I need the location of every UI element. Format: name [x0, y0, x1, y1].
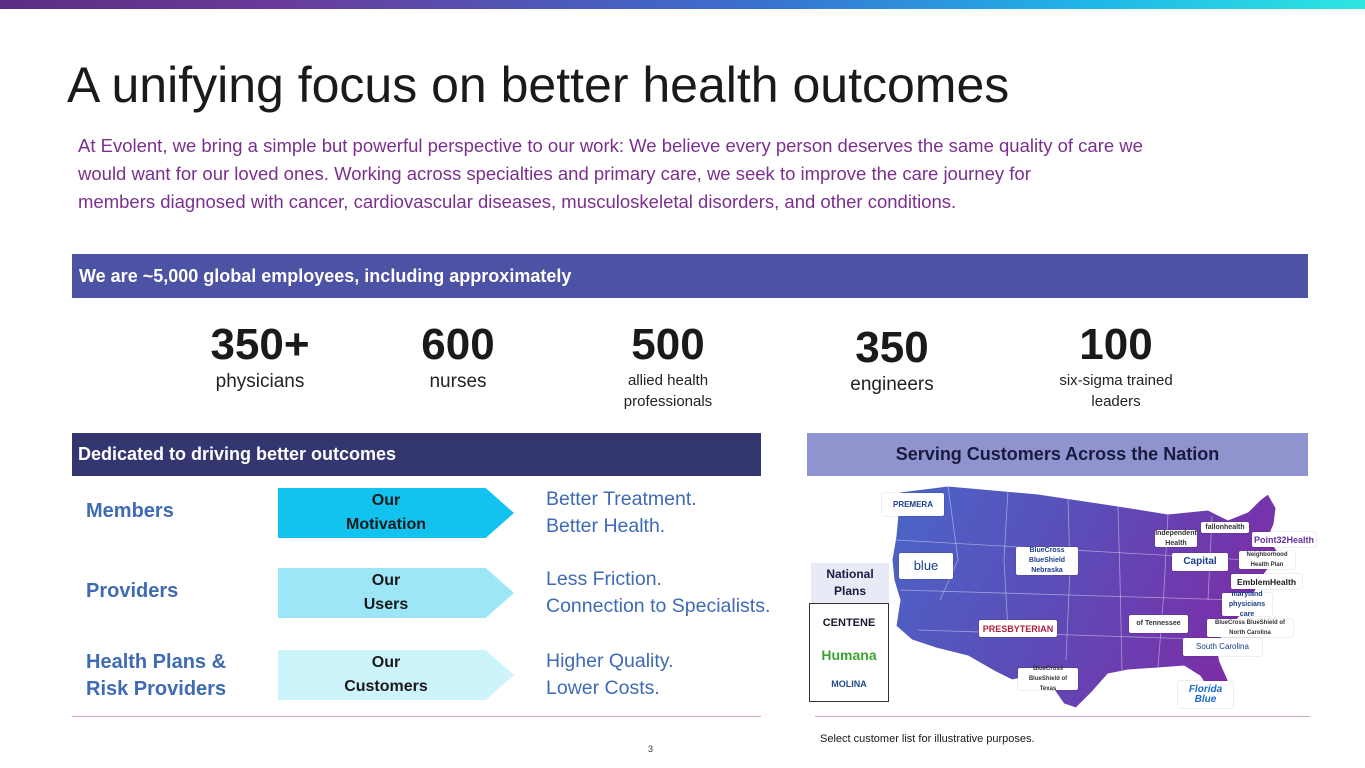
stat-physicians: 350+ physicians [180, 320, 340, 394]
benefit-line: Better Treatment. [546, 488, 697, 510]
national-plans-line: National [826, 567, 874, 581]
row-label-health-plans: Health Plans & Risk Providers [86, 649, 226, 703]
logo-maryland-physicians-care: maryland physicians care [1222, 591, 1272, 618]
logo-bcbs-nebraska: BlueCross BlueShield Nebraska [1016, 547, 1078, 575]
chevron-line: Our [371, 492, 401, 509]
logo-fallon-health: fallonhealth [1201, 522, 1249, 533]
logo-independent-health: Independent Health [1155, 529, 1197, 547]
divider [815, 716, 1310, 717]
benefit-providers: Less Friction. Connection to Specialists… [546, 566, 770, 620]
intro-line: would want for our loved ones. Working a… [78, 163, 1031, 184]
stat-value: 350+ [210, 320, 310, 369]
logo-bcbs-texas: BlueCross BlueShield of Texas [1018, 666, 1078, 692]
logo-capital: Capital [1172, 553, 1228, 571]
chevron-line: Users [363, 596, 409, 613]
row-label-line: Members [86, 500, 174, 522]
logo-centene: CENTENE [822, 617, 876, 629]
stat-value: 100 [1079, 320, 1153, 369]
row-label-members: Members [86, 498, 174, 525]
stat-allied-health: 500 allied health professionals [588, 320, 748, 412]
chevron-line: Our [371, 654, 401, 671]
stat-label: engineers [850, 374, 934, 395]
top-gradient-bar [0, 0, 1365, 9]
page-title: A unifying focus on better health outcom… [67, 57, 1010, 113]
chevron-line: Customers [344, 678, 428, 695]
outcomes-banner: Dedicated to driving better outcomes [72, 433, 761, 476]
logo-bcbs-north-carolina: BlueCross BlueShield of North Carolina [1207, 619, 1293, 637]
logo-bcbs-tennessee: of Tennessee [1129, 615, 1188, 633]
row-label-providers: Providers [86, 578, 178, 605]
divider [72, 716, 761, 717]
logo-humana: Humana [821, 647, 877, 663]
logo-presbyterian: PRESBYTERIAN [979, 620, 1057, 637]
footnote: Select customer list for illustrative pu… [820, 733, 1035, 745]
stat-value: 600 [421, 320, 495, 369]
national-plans-line: Plans [833, 584, 866, 598]
logo-florida-blue: Florida Blue [1178, 681, 1233, 708]
chevron-motivation: Our Motivation [278, 488, 514, 538]
benefit-members: Better Treatment. Better Health. [546, 486, 697, 540]
us-map-shape [891, 485, 1279, 709]
benefit-line: Less Friction. [546, 568, 662, 590]
stat-label: physicians [215, 371, 305, 392]
row-label-line: Health Plans & [86, 651, 227, 673]
benefit-line: Connection to Specialists. [546, 595, 771, 617]
row-label-line: Providers [86, 580, 179, 602]
stat-label: nurses [429, 371, 487, 392]
stat-label: six-sigma trained [1059, 372, 1173, 389]
page-number: 3 [648, 744, 654, 754]
stat-label: leaders [1091, 393, 1141, 410]
logo-premera: PREMERA [882, 493, 944, 516]
intro-paragraph: At Evolent, we bring a simple but powerf… [78, 132, 1298, 216]
stat-six-sigma: 100 six-sigma trained leaders [1036, 320, 1196, 412]
intro-line: members diagnosed with cancer, cardiovas… [78, 191, 957, 212]
benefit-line: Lower Costs. [546, 677, 660, 699]
logo-bcbs-south-carolina: South Carolina [1183, 638, 1262, 656]
logo-blue-shield-ca: blue [899, 553, 953, 579]
customers-banner: Serving Customers Across the Nation [807, 433, 1308, 476]
employees-banner: We are ~5,000 global employees, includin… [72, 254, 1308, 298]
benefit-line: Better Health. [546, 515, 666, 537]
stat-engineers: 350 engineers [812, 323, 972, 397]
chevron-customers: Our Customers [278, 650, 514, 700]
chevron-line: Motivation [346, 516, 426, 533]
chevron-users: Our Users [278, 568, 514, 618]
row-label-line: Risk Providers [86, 678, 227, 700]
logo-neighborhood-health-plan: Neighborhood Health Plan [1239, 551, 1295, 569]
intro-line: At Evolent, we bring a simple but powerf… [78, 135, 1143, 156]
benefit-health-plans: Higher Quality. Lower Costs. [546, 648, 674, 702]
stat-nurses: 600 nurses [378, 320, 538, 394]
logo-point32health: Point32Health [1252, 532, 1316, 547]
stat-label: professionals [623, 393, 713, 410]
logo-molina: MOLINA [831, 679, 867, 689]
national-plans-box: CENTENE Humana MOLINA [809, 603, 889, 702]
chevron-line: Our [371, 572, 401, 589]
national-plans-label: National Plans [811, 563, 889, 603]
stat-value: 500 [631, 320, 705, 369]
benefit-line: Higher Quality. [546, 650, 674, 672]
stat-value: 350 [855, 323, 929, 372]
stat-label: allied health [627, 372, 709, 389]
logo-emblemhealth: EmblemHealth [1231, 574, 1302, 589]
